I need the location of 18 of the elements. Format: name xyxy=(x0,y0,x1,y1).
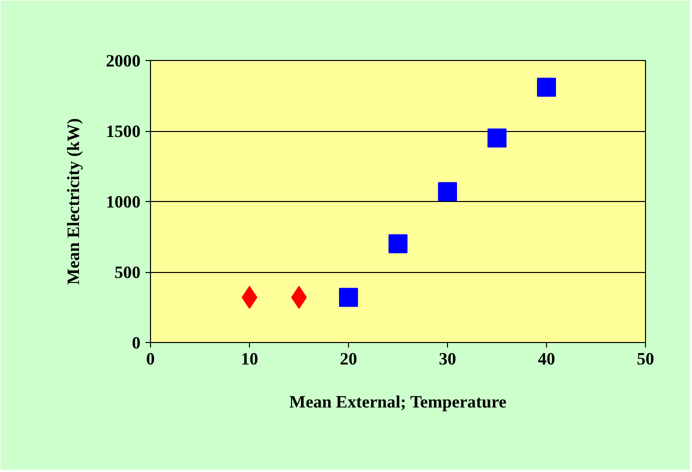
point xyxy=(438,182,457,202)
y-tick-label: 500 xyxy=(114,263,141,282)
x-tick-label: 50 xyxy=(636,350,654,368)
y-axis-title: Mean Electricity (kW) xyxy=(64,118,83,285)
point xyxy=(537,78,556,97)
x-tick-label: 10 xyxy=(240,350,258,368)
x-tick-label: 30 xyxy=(438,350,456,368)
y-tick-label: 1500 xyxy=(106,122,140,141)
y-tick-label: 0 xyxy=(132,334,141,352)
point xyxy=(339,288,358,307)
x-tick-label: 0 xyxy=(146,350,155,368)
point xyxy=(388,234,408,254)
x-tick-label: 40 xyxy=(538,350,556,368)
point xyxy=(488,128,506,148)
x-tick-label: 20 xyxy=(340,350,358,368)
y-tick-label: 2000 xyxy=(106,52,140,70)
y-tick-label: 1000 xyxy=(106,192,140,212)
x-axis-title: Mean External; Temperature xyxy=(289,392,507,412)
